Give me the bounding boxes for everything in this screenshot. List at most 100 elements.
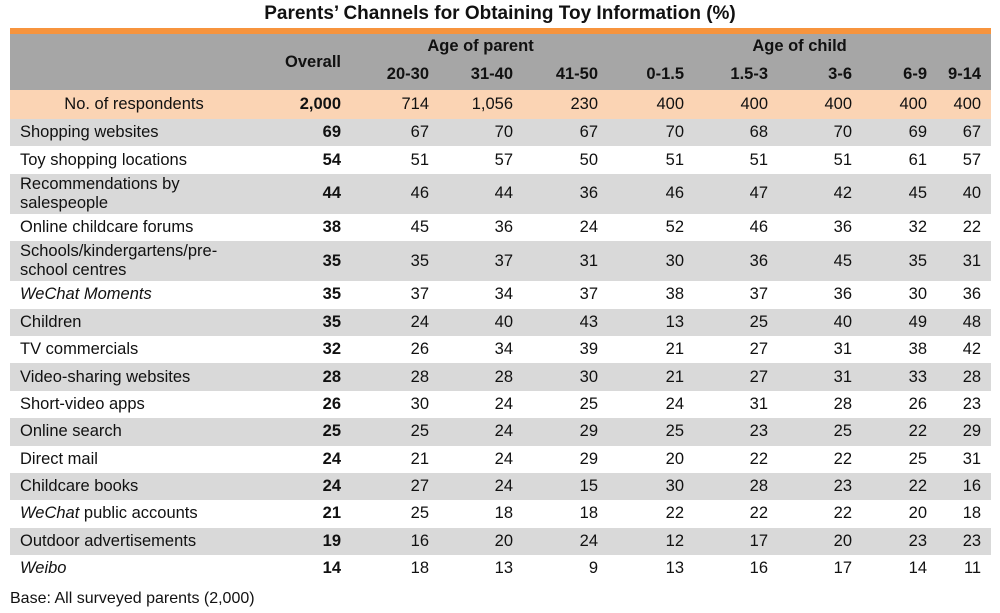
- row-value: 20: [862, 500, 938, 528]
- row-value: 31: [937, 241, 992, 282]
- row-value: 42: [778, 173, 863, 214]
- row-value: 49: [862, 308, 938, 336]
- row-value: 28: [694, 472, 779, 501]
- row-value: 24: [439, 472, 523, 501]
- row-value: 40: [778, 308, 863, 336]
- row-value: 21: [353, 445, 439, 473]
- row-label: TV commercials: [10, 335, 258, 364]
- row-label-text: Online search: [20, 422, 122, 441]
- row-value: 22: [778, 445, 863, 473]
- row-label: Schools/kindergartens/pre-school centres: [10, 241, 258, 282]
- row-value: 22: [862, 472, 938, 501]
- row-value: 51: [778, 146, 863, 174]
- row-value: 39: [523, 335, 609, 364]
- table-row: Children 35 24 40 43 13 25 40 49 48: [10, 308, 992, 336]
- respondents-value: 1,056: [439, 90, 523, 119]
- row-label: WeChat public accounts: [10, 500, 258, 528]
- row-overall-value: 28: [258, 363, 353, 391]
- data-table: Overall Age of parent Age of child 20-30…: [10, 34, 992, 583]
- row-label-text: WeChat Moments: [20, 285, 152, 304]
- row-value: 36: [937, 281, 992, 309]
- row-overall-value: 25: [258, 418, 353, 446]
- table-row: Direct mail 24 21 24 29 20 22 22 25 31: [10, 445, 992, 473]
- row-overall-value: 24: [258, 445, 353, 473]
- row-label-text: Shopping websites: [20, 123, 159, 142]
- table-row: Childcare books 24 27 24 15 30 28 23 22 16: [10, 472, 992, 501]
- row-value: 38: [862, 335, 938, 364]
- row-value: 22: [862, 418, 938, 446]
- base-note: Base: All surveyed parents (2,000): [10, 590, 255, 607]
- row-label: Online search: [10, 418, 258, 446]
- row-value: 30: [862, 281, 938, 309]
- table-row: Weibo 14 18 13 9 13 16 17 14 11: [10, 555, 992, 583]
- respondents-value: 400: [608, 90, 695, 119]
- row-label-italic: WeChat: [20, 504, 80, 523]
- row-value: 22: [694, 500, 779, 528]
- row-value: 68: [694, 119, 779, 147]
- row-label-text: Outdoor advertisements: [20, 531, 197, 550]
- row-overall-value: 44: [258, 173, 353, 214]
- row-label: Weibo: [10, 555, 258, 583]
- row-value: 61: [862, 146, 938, 174]
- row-value: 57: [439, 146, 523, 174]
- row-value: 28: [353, 363, 439, 391]
- row-value: 36: [694, 241, 779, 282]
- row-value: 46: [353, 173, 439, 214]
- row-value: 22: [694, 445, 779, 473]
- row-value: 30: [608, 472, 695, 501]
- row-value: 27: [694, 363, 779, 391]
- row-label: Childcare books: [10, 472, 258, 501]
- title-accent-bar: [10, 28, 991, 34]
- row-overall-value: 19: [258, 527, 353, 556]
- row-value: 67: [937, 119, 992, 147]
- row-label-text: Video-sharing websites: [20, 367, 191, 386]
- row-label-rest: public accounts: [79, 504, 198, 523]
- header-age-of-parent: Age of parent: [353, 34, 609, 59]
- row-value: 40: [937, 173, 992, 214]
- row-value: 18: [937, 500, 992, 528]
- row-value: 22: [937, 213, 992, 242]
- row-value: 20: [608, 445, 695, 473]
- header-sub-41-50: 41-50: [523, 59, 609, 90]
- row-overall-value: 38: [258, 213, 353, 242]
- row-overall-value: 14: [258, 555, 353, 583]
- respondents-value: 400: [937, 90, 992, 119]
- row-value: 67: [523, 119, 609, 147]
- table-row: Video-sharing websites 28 28 28 30 21 27 31 33 28: [10, 363, 992, 391]
- row-value: 31: [523, 241, 609, 282]
- row-value: 37: [353, 281, 439, 309]
- row-label-text: Direct mail: [20, 449, 98, 468]
- table-row: Online search 25 25 24 29 25 23 25 22 29: [10, 418, 992, 446]
- table-title: Parents’ Channels for Obtaining Toy Info…: [264, 3, 736, 24]
- row-overall-value: 35: [258, 308, 353, 336]
- row-label-text: Childcare books: [20, 477, 139, 496]
- row-overall-value: 54: [258, 146, 353, 174]
- row-value: 69: [862, 119, 938, 147]
- row-value: 21: [608, 363, 695, 391]
- row-value: 48: [937, 308, 992, 336]
- row-label-text: TV commercials: [20, 340, 139, 359]
- table-row: WeChat Moments 35 37 34 37 38 37 36 30 36: [10, 281, 992, 309]
- row-value: 14: [862, 555, 938, 583]
- row-value: 36: [778, 213, 863, 242]
- row-value: 42: [937, 335, 992, 364]
- row-value: 28: [937, 363, 992, 391]
- row-value: 23: [862, 527, 938, 556]
- row-value: 43: [523, 308, 609, 336]
- row-value: 22: [778, 500, 863, 528]
- row-value: 17: [778, 555, 863, 583]
- row-value: 17: [694, 527, 779, 556]
- row-value: 22: [608, 500, 695, 528]
- header-sub-3-6: 3-6: [778, 59, 863, 90]
- row-value: 30: [353, 390, 439, 419]
- header-overall: Overall: [258, 34, 353, 90]
- row-value: 40: [439, 308, 523, 336]
- row-label-line: school centres: [20, 261, 127, 280]
- row-value: 25: [694, 308, 779, 336]
- row-value: 37: [694, 281, 779, 309]
- row-value: 24: [353, 308, 439, 336]
- row-value: 36: [778, 281, 863, 309]
- row-value: 23: [778, 472, 863, 501]
- row-label: Recommendations by salespeople: [10, 173, 258, 214]
- row-value: 27: [694, 335, 779, 364]
